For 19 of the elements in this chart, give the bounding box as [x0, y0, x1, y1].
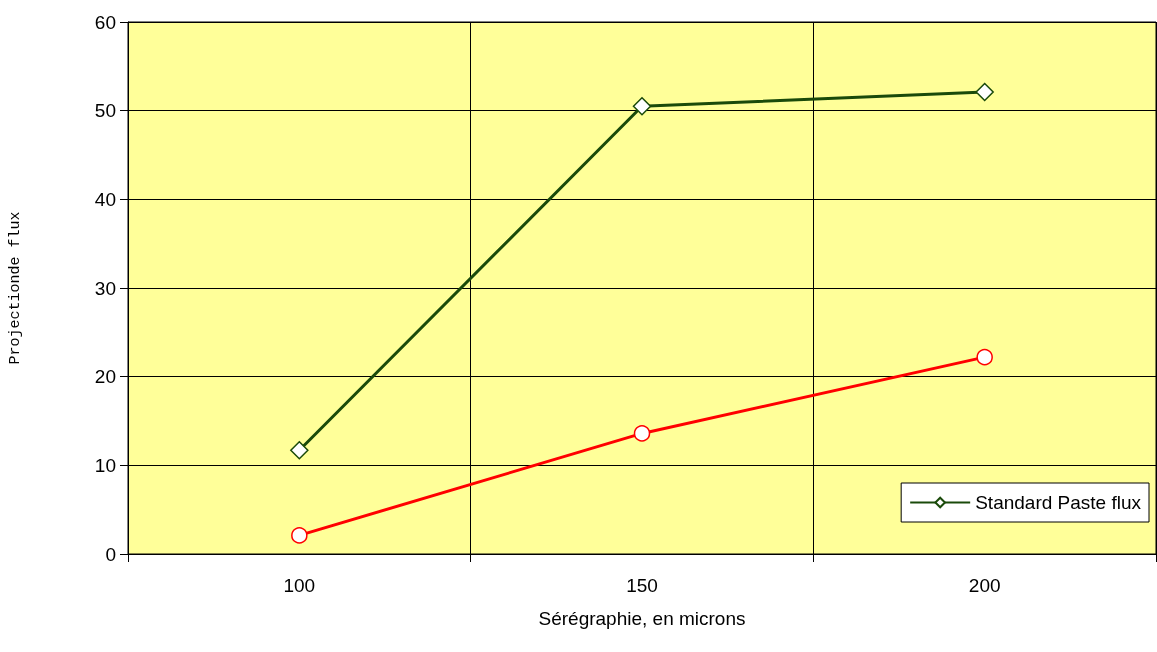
legend-label: Standard Paste flux: [975, 492, 1142, 513]
point: [290, 441, 309, 460]
point: [976, 348, 993, 366]
y-tick-label: 40: [94, 188, 116, 210]
x-tick-label: 100: [283, 575, 316, 596]
x-tick-label: 150: [626, 575, 658, 596]
y-tick-label: 0: [105, 543, 116, 565]
y-tick-label: 20: [94, 366, 116, 388]
point: [633, 425, 651, 442]
point: [632, 96, 652, 116]
y-tick-label: 60: [94, 11, 116, 33]
point: [291, 527, 308, 544]
x-axis-title: Sérégraphie, en microns: [538, 608, 746, 629]
y-axis-title: Projectionde flux: [7, 211, 24, 365]
y-tick-label: 50: [94, 100, 116, 122]
point: [975, 82, 994, 102]
x-tick-label: 200: [968, 575, 1001, 596]
y-tick-label: 10: [94, 454, 116, 476]
y-tick-label: 30: [94, 277, 116, 299]
